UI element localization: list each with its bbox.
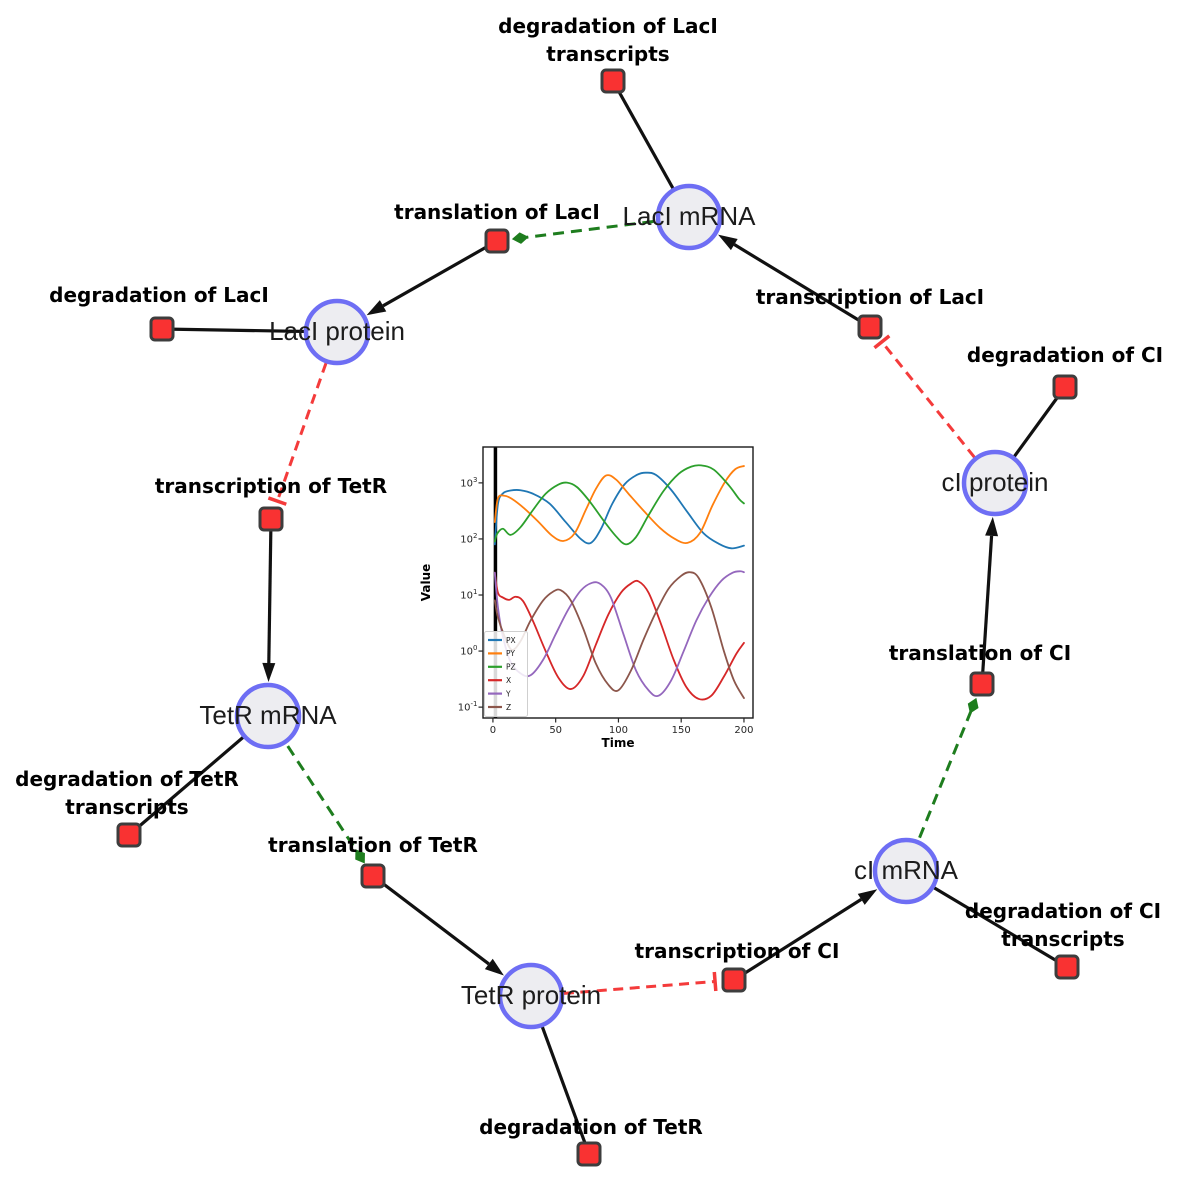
species-label-laci-protein: LacI protein: [269, 316, 405, 346]
arrowhead-icon: [857, 889, 878, 905]
reaction-node-transcription-ci[interactable]: [721, 967, 747, 993]
modifier-diamond-icon: [511, 232, 529, 244]
legend-label-X: X: [506, 676, 511, 685]
y-axis-label: Value: [419, 564, 433, 602]
y-tick-label: 103: [460, 476, 477, 490]
arrowhead-icon: [985, 516, 999, 537]
labels-layer: LacI mRNA LacI protein TetR mRNA TetR prote…: [15, 14, 1163, 1139]
reaction-label-deg-ci-transcripts: degradation of CI: [965, 899, 1161, 923]
reaction-label-deg-tetr: degradation of TetR: [479, 1115, 703, 1139]
reaction-label-deg-laci-transcripts: degradation of LacI: [498, 14, 718, 38]
chart-series-PY: [493, 465, 745, 545]
x-tick-label: 0: [490, 725, 496, 736]
chart-series-X: [493, 571, 745, 701]
y-tick-label: 102: [460, 532, 477, 546]
species-node-tetr-protein[interactable]: [497, 962, 565, 1030]
reaction-label-transcription-ci: transcription of CI: [635, 939, 840, 963]
edge-product-transcription-ci-ci-mrna: [733, 889, 878, 982]
reaction-label-deg-laci-transcripts-line2: transcripts: [546, 42, 669, 66]
arrowhead-icon: [262, 662, 276, 682]
y-tick-label: 10-1: [458, 700, 478, 714]
reaction-label-translation-laci: translation of LacI: [394, 200, 600, 224]
y-tick-label: 100: [460, 644, 477, 658]
species-node-tetr-mrna[interactable]: [234, 682, 302, 750]
chart-series-PX: [493, 471, 745, 550]
x-tick-label: 150: [672, 725, 691, 736]
species-label-ci-mrna: cI mRNA: [854, 855, 959, 885]
species-label-tetr-mrna: TetR mRNA: [199, 700, 337, 730]
edge-product-transcription-laci-laci-mrna: [718, 234, 871, 329]
inhibition-tee-icon: [873, 334, 891, 350]
reaction-label-deg-ci: degradation of CI: [967, 343, 1163, 367]
arrowhead-icon: [484, 958, 504, 976]
reaction-node-translation-tetr[interactable]: [360, 863, 386, 889]
reaction-label-transcription-laci: transcription of LacI: [756, 285, 984, 309]
reaction-label-deg-ci-transcripts-line2: transcripts: [1001, 927, 1124, 951]
edge-inhibition-laci-protein-transcription-tetr: [267, 331, 339, 506]
timeseries-inset-chart: 0 50 100 150 20010310210110010-1TimeValuePXP…: [419, 446, 754, 750]
edge-product-transcription-tetr-tetr-mrna: [262, 518, 276, 682]
reaction-node-translation-laci[interactable]: [484, 228, 510, 254]
species-node-laci-protein[interactable]: [303, 298, 371, 366]
chart-series-Y: [493, 570, 745, 698]
modifier-diamond-icon: [355, 849, 365, 864]
edge-product-translation-tetr-tetr-protein: [372, 874, 504, 976]
modifier-diamond-icon: [967, 697, 979, 714]
reaction-node-deg-laci-transcripts[interactable]: [600, 68, 626, 94]
reaction-label-deg-tetr-transcripts-line2: transcripts: [65, 795, 188, 819]
reaction-label-deg-tetr-transcripts: degradation of TetR: [15, 767, 239, 791]
species-node-laci-mrna[interactable]: [655, 183, 723, 251]
x-axis-label: Time: [602, 736, 635, 750]
arrowhead-icon: [718, 234, 738, 251]
legend-label-PZ: PZ: [506, 663, 516, 672]
edge-inhibition-ci-protein-transcription-laci: [873, 334, 997, 484]
reaction-node-deg-ci[interactable]: [1052, 374, 1078, 400]
arrowhead-icon: [366, 300, 387, 316]
chart-series-Z: [493, 571, 745, 699]
reaction-node-translation-ci[interactable]: [969, 671, 995, 697]
edge-inhibition-tetr-protein-transcription-ci: [530, 971, 718, 998]
chart-legend: PX PY PZ XYZ: [484, 631, 528, 717]
chart-series-PZ: [493, 464, 745, 546]
reaction-node-deg-ci-transcripts[interactable]: [1054, 954, 1080, 980]
inhibition-tee-icon: [712, 971, 718, 992]
species-label-ci-protein: cI protein: [942, 467, 1049, 497]
reaction-node-deg-laci[interactable]: [149, 316, 175, 342]
x-tick-label: 50: [549, 725, 562, 736]
legend-label-PY: PY: [506, 649, 515, 658]
legend-label-Z: Z: [506, 703, 511, 712]
species-node-ci-mrna[interactable]: [872, 837, 940, 905]
species-label-laci-mrna: LacI mRNA: [623, 201, 757, 231]
x-tick-label: 100: [609, 725, 628, 736]
inhibition-tee-icon: [267, 496, 287, 506]
reaction-node-transcription-tetr[interactable]: [258, 506, 284, 532]
y-tick-label: 101: [460, 588, 477, 602]
reaction-label-translation-tetr: translation of TetR: [268, 833, 478, 857]
edge-product-translation-ci-ci-protein: [980, 516, 999, 685]
x-tick-label: 200: [734, 725, 753, 736]
legend-label-Y: Y: [505, 689, 511, 698]
reaction-label-transcription-tetr: transcription of TetR: [155, 474, 387, 498]
reaction-node-deg-tetr[interactable]: [576, 1141, 602, 1167]
legend-label-PX: PX: [506, 636, 516, 645]
nodes-layer: [116, 68, 1080, 1167]
reaction-label-translation-ci: translation of CI: [889, 641, 1071, 665]
edge-product-translation-laci-laci-protein: [366, 239, 498, 316]
reaction-label-deg-laci: degradation of LacI: [49, 283, 269, 307]
reaction-node-deg-tetr-transcripts[interactable]: [116, 822, 142, 848]
species-label-tetr-protein: TetR protein: [461, 980, 601, 1010]
species-node-ci-protein[interactable]: [961, 449, 1029, 517]
plot-area: [493, 447, 745, 718]
reaction-node-transcription-laci[interactable]: [857, 314, 883, 340]
